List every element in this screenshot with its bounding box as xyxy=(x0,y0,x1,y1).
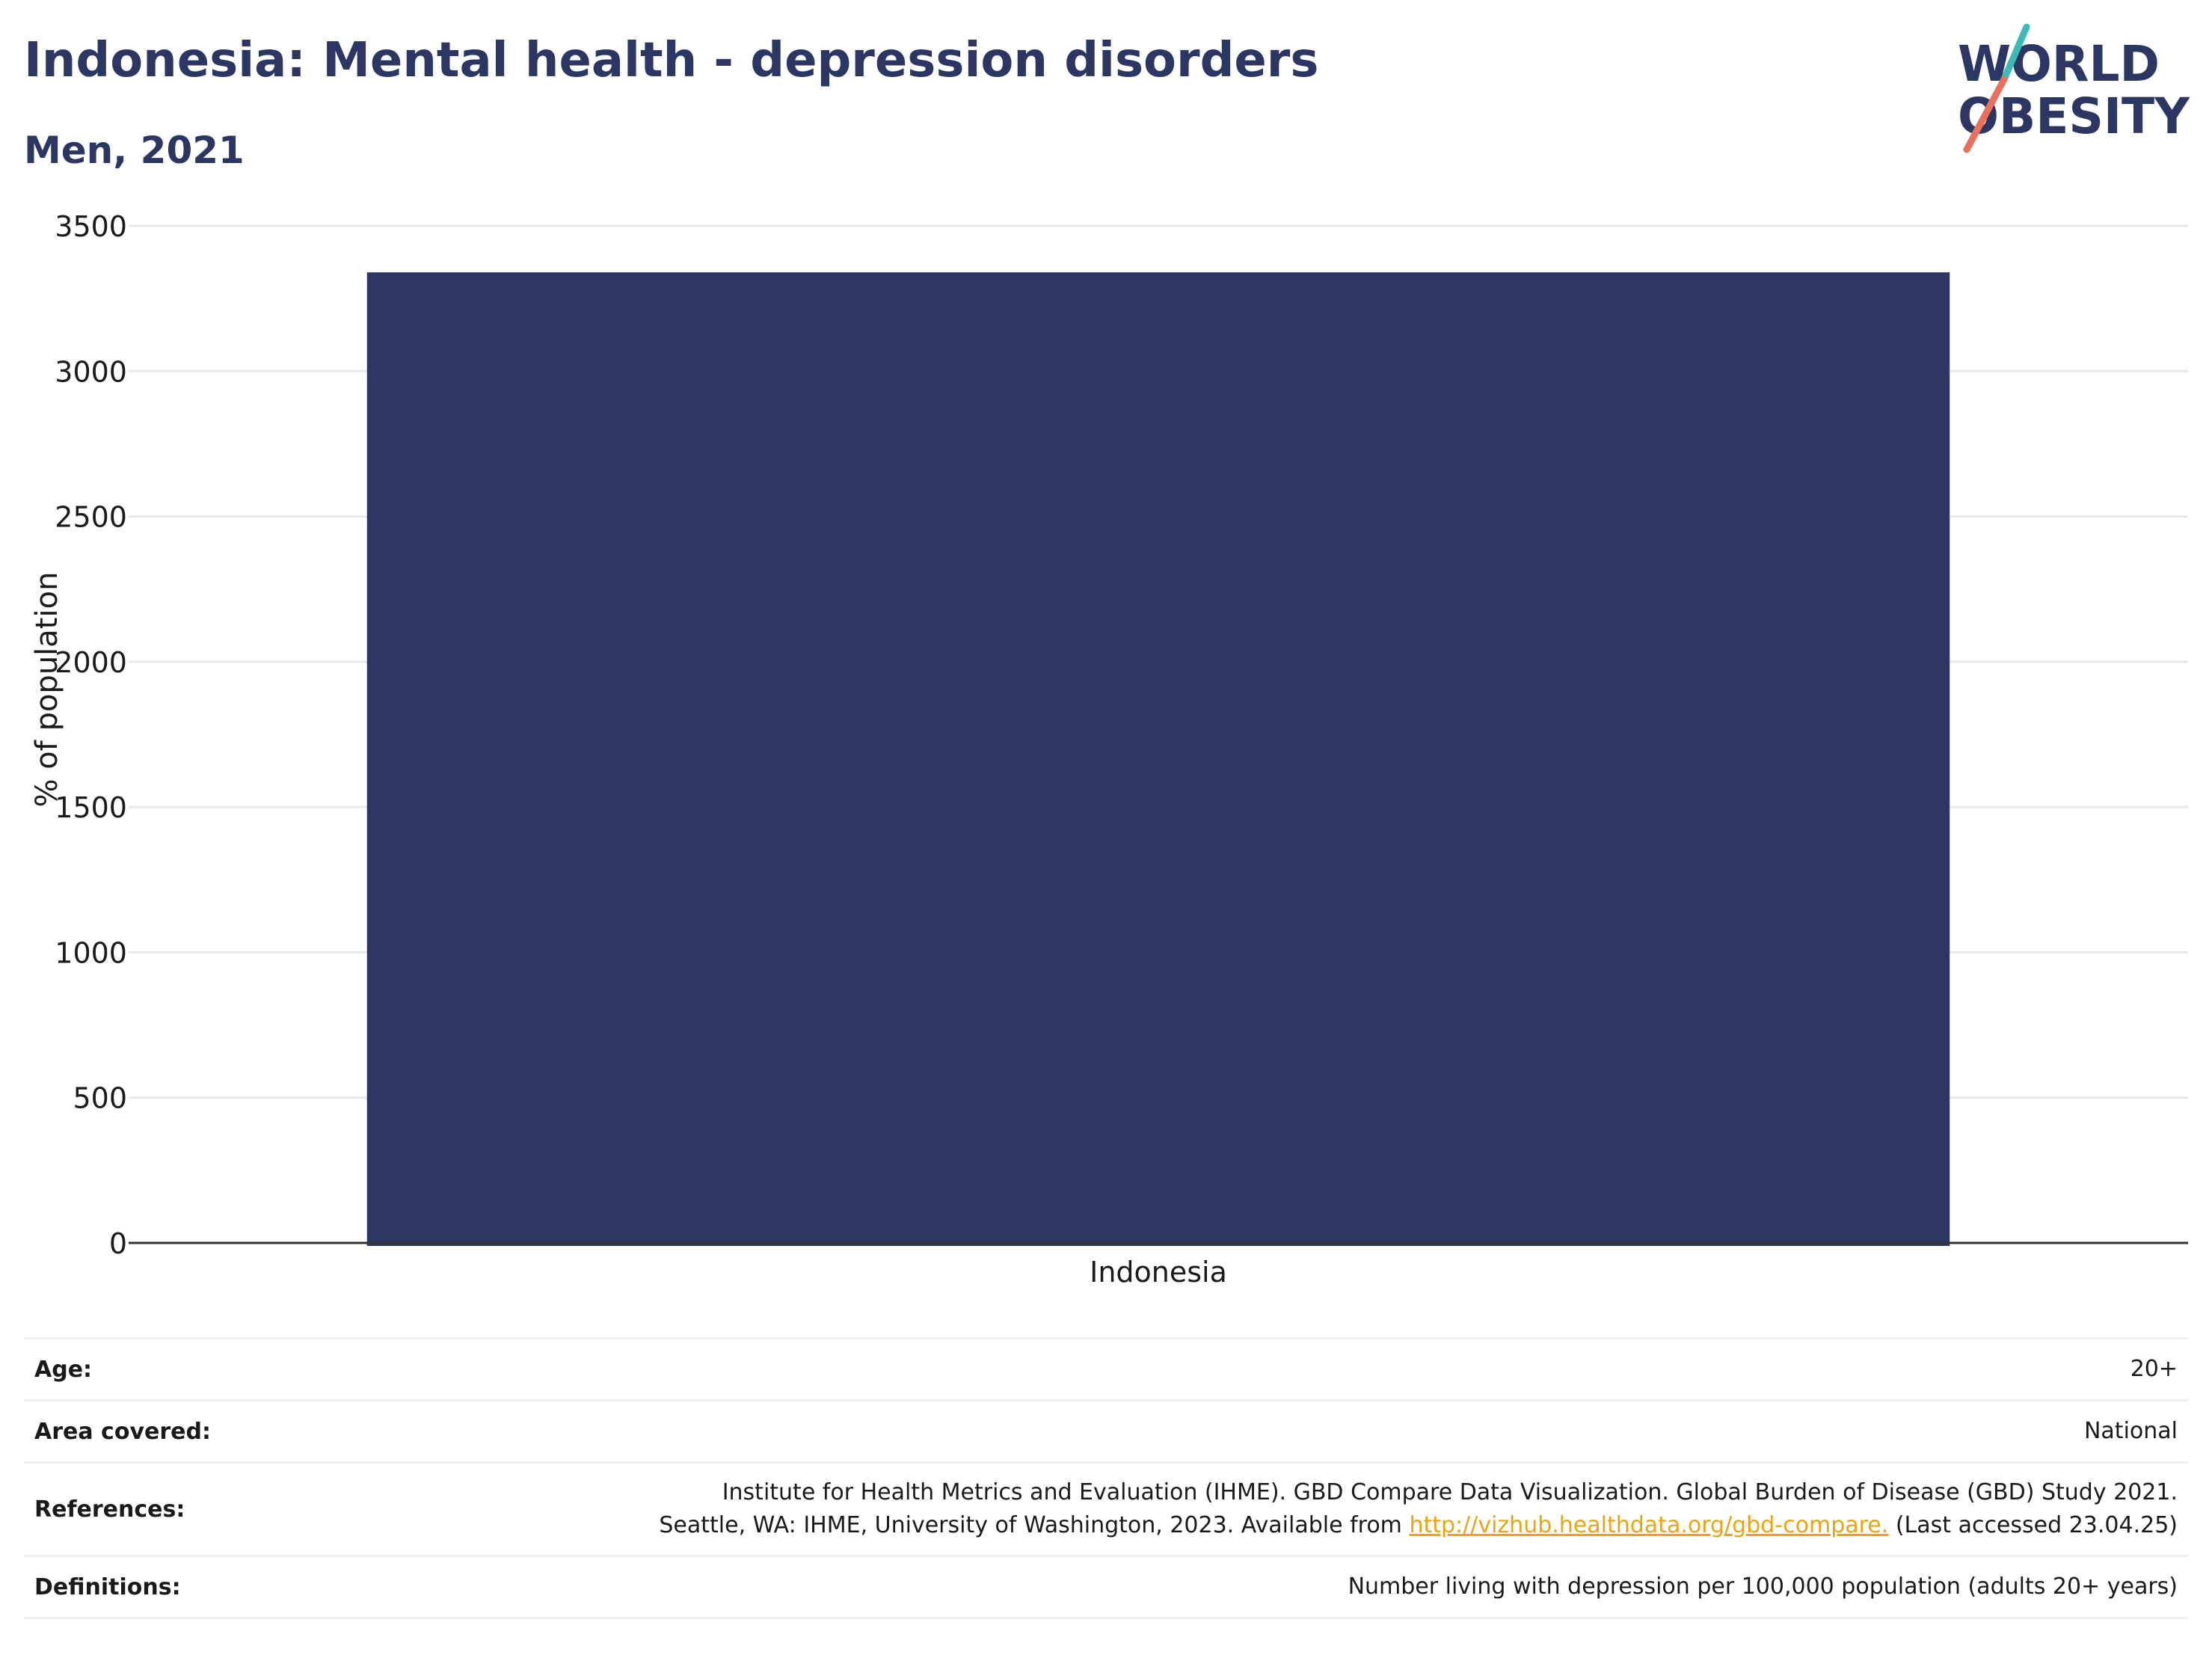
y-tick-label: 1500 xyxy=(55,791,127,824)
page-title: Indonesia: Mental health - depression di… xyxy=(24,33,1319,88)
y-tick-labels: 0 500 1000 1500 2000 2500 3000 3500 xyxy=(55,210,127,1260)
y-axis-label: % of population xyxy=(30,572,64,808)
logo-slash-teal xyxy=(2000,23,2030,83)
y-tick-label: 3500 xyxy=(55,210,127,243)
definitions-label: Definitions: xyxy=(24,1555,494,1619)
bars xyxy=(366,272,1950,1247)
references-line1: Institute for Health Metrics and Evaluat… xyxy=(722,1479,2178,1505)
references-link[interactable]: http://vizhub.healthdata.org/gbd-compare… xyxy=(1409,1512,1889,1538)
y-tick-label: 2000 xyxy=(55,646,127,679)
world-obesity-logo: WORLD OBESITY xyxy=(1958,23,2190,153)
references-label: References: xyxy=(24,1461,494,1557)
definitions-value: Number living with depression per 100,00… xyxy=(494,1555,2188,1619)
metadata-table: Age: 20+ Area covered: National Referenc… xyxy=(24,1337,2188,1619)
y-tick-label: 0 xyxy=(109,1227,127,1260)
meta-row-age: Age: 20+ xyxy=(24,1337,2188,1401)
area-label: Area covered: xyxy=(24,1399,494,1464)
age-value: 20+ xyxy=(494,1337,2188,1401)
bar-indonesia xyxy=(366,272,1950,1247)
logo-slash-coral xyxy=(1963,76,2008,153)
logo-line-world: WORLD xyxy=(1958,35,2160,93)
page-subtitle: Men, 2021 xyxy=(24,129,245,172)
x-tick-labels: Indonesia xyxy=(1090,1256,1227,1289)
meta-row-references: References: Institute for Health Metrics… xyxy=(24,1461,2188,1557)
y-tick-label: 1000 xyxy=(55,936,127,969)
meta-row-area: Area covered: National xyxy=(24,1399,2188,1464)
references-line2-prefix: Seattle, WA: IHME, University of Washing… xyxy=(659,1512,1410,1538)
x-tick-label: Indonesia xyxy=(1090,1256,1227,1289)
references-value: Institute for Health Metrics and Evaluat… xyxy=(494,1461,2188,1557)
area-value: National xyxy=(494,1399,2188,1464)
age-label: Age: xyxy=(24,1337,494,1401)
y-tick-label: 3000 xyxy=(55,355,127,388)
bar-chart: 0 500 1000 1500 2000 2500 3000 3500 Indonesia %… xyxy=(30,210,2188,1289)
y-tick-label: 500 xyxy=(73,1082,127,1115)
y-tick-label: 2500 xyxy=(55,501,127,534)
meta-row-definitions: Definitions: Number living with depressi… xyxy=(24,1555,2188,1619)
references-line2-suffix: (Last accessed 23.04.25) xyxy=(1888,1512,2178,1538)
